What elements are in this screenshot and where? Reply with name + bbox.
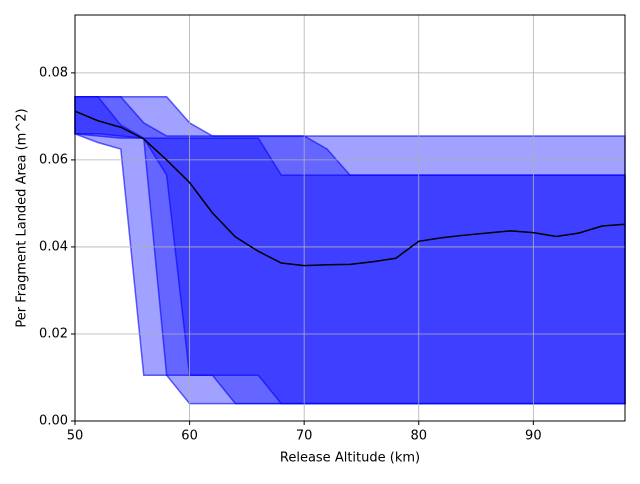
x-axis-label: Release Altitude (km): [280, 451, 420, 466]
x-tick-label: 90: [525, 429, 542, 444]
plot-frame: [74, 14, 626, 422]
x-tick-label: 80: [410, 429, 427, 444]
y-tick-label: 0.02: [39, 326, 68, 341]
x-tick-label: 50: [67, 429, 84, 444]
y-tick-label: 0.06: [39, 152, 68, 167]
y-tick-label: 0.08: [39, 65, 68, 80]
x-tick-label: 60: [181, 429, 198, 444]
y-axis-label: Per Fragment Landed Area (m^2): [15, 108, 30, 327]
y-tick-label: 0.04: [39, 239, 68, 254]
line: [74, 110, 626, 267]
x-tick-label: 70: [296, 429, 313, 444]
y-tick-label: 0.00: [39, 414, 68, 429]
